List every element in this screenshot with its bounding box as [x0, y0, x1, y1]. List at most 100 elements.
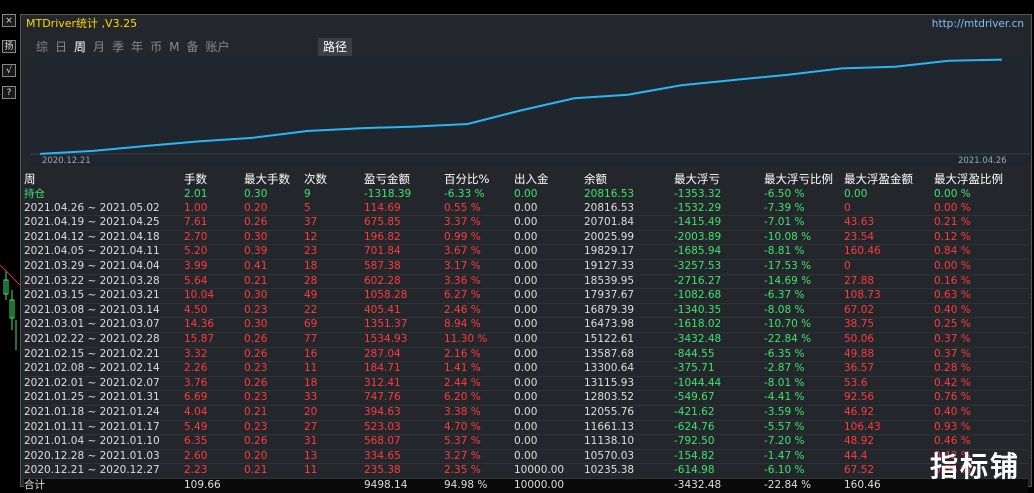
table-cell: 2020.12.28 ~ 2021.01.03 [24, 449, 184, 465]
table-cell: 2021.02.01 ~ 2021.02.07 [24, 376, 184, 392]
tab-7[interactable]: M [169, 40, 180, 54]
table-cell: 11 [304, 463, 364, 479]
table-cell: 3.36 % [444, 274, 514, 290]
table-cell: 46.92 [844, 405, 934, 421]
table-cell: 67.52 [844, 463, 934, 479]
table-cell: 18539.95 [584, 274, 674, 290]
table-cell: 19829.17 [584, 244, 674, 260]
table-cell: 0.23 [244, 420, 304, 436]
table-cell: 0.00 [514, 188, 538, 200]
table-cell: -22.84 % [764, 477, 844, 493]
table-cell: 3.37 % [444, 215, 514, 231]
table-cell: 出入金 [514, 172, 549, 187]
table-cell: 8.94 % [444, 317, 514, 333]
table-cell: -154.82 [674, 449, 764, 465]
table-cell: 1058.28 [364, 288, 444, 304]
table-cell: 1.00 [184, 201, 244, 217]
tab-0[interactable]: 综 [36, 40, 49, 54]
table-cell: 53.6 [844, 376, 934, 392]
tab-5[interactable]: 年 [131, 40, 144, 54]
table-cell: 38.75 [844, 317, 934, 333]
table-cell: 114.69 [364, 201, 444, 217]
table-cell: -8.08 % [764, 303, 844, 319]
table-cell: 11138.10 [584, 434, 674, 450]
table-cell: 2021.02.08 ~ 2021.02.14 [24, 361, 184, 377]
table-cell: 0.00 [514, 361, 584, 377]
table-cell: -3432.48 [674, 477, 764, 493]
table-cell: -2716.27 [674, 274, 764, 290]
table-cell: 23.54 [844, 230, 934, 246]
table-cell: 49 [304, 288, 364, 304]
table-row: 2021.02.22 ~ 2021.02.28 15.87 0.26 77 1534.9… [24, 332, 1028, 348]
table-row: 2020.12.21 ~ 2020.12.27 2.23 0.21 11 235.38 2… [24, 463, 1028, 479]
check-button[interactable]: √ [2, 64, 16, 77]
table-cell: 2021.01.04 ~ 2021.01.10 [24, 434, 184, 450]
table-cell: 106.43 [844, 420, 934, 436]
expand-button[interactable]: 扬 [2, 40, 16, 53]
table-cell: 周 [24, 172, 36, 187]
tab-3[interactable]: 月 [93, 40, 106, 54]
table-cell: 0.00 [514, 405, 584, 421]
watermark-logo: 指标铺 [929, 450, 1020, 483]
table-cell: -1532.29 [674, 201, 764, 217]
table-cell: 12 [304, 230, 364, 246]
table-cell: 4.70 % [444, 420, 514, 436]
table-cell: 0.26 [244, 215, 304, 231]
help-button[interactable]: ? [2, 86, 16, 99]
table-cell: 108.73 [844, 288, 934, 304]
table-cell: -7.01 % [764, 215, 844, 231]
tab-4[interactable]: 季 [112, 40, 125, 54]
table-cell: 百分比% [444, 172, 490, 187]
table-cell: 16473.98 [584, 317, 674, 333]
table-cell: 0.00 [514, 244, 584, 260]
table-cell: 67.02 [844, 303, 934, 319]
table-row: 2021.03.22 ~ 2021.03.28 5.64 0.21 28 602.28 3… [24, 274, 1028, 290]
table-cell: 7.61 [184, 215, 244, 231]
table-cell: 3.99 [184, 259, 244, 275]
table-cell: 最大浮盈比例 [934, 172, 1003, 187]
table-cell [304, 477, 364, 493]
table-cell: 0.00 % [934, 188, 971, 200]
site-link[interactable]: http://mtdriver.cn [931, 18, 1024, 30]
table-cell: 0.46 % [934, 434, 1028, 450]
table-cell: 0.00 [514, 434, 584, 450]
table-cell: 0.66 % [934, 463, 1028, 479]
table-cell: 5.49 [184, 420, 244, 436]
table-cell: 2021.04.19 ~ 2021.04.25 [24, 215, 184, 231]
table-cell: 196.82 [364, 230, 444, 246]
table-cell: 675.85 [364, 215, 444, 231]
tab-8[interactable]: 备 [186, 40, 199, 54]
table-cell: 17937.67 [584, 288, 674, 304]
tab-2[interactable]: 周 [74, 40, 87, 54]
table-cell: 0.00 [514, 449, 584, 465]
table-cell: -7.39 % [764, 201, 844, 217]
table-cell: -6.10 % [764, 463, 844, 479]
table-row: 2021.03.29 ~ 2021.04.04 3.99 0.41 18 587.38 3… [24, 259, 1028, 275]
table-cell: 94.98 % [444, 477, 514, 493]
table-cell: 5.64 [184, 274, 244, 290]
table-cell: 1351.37 [364, 317, 444, 333]
table-cell: 49.88 [844, 347, 934, 363]
tab-path[interactable]: 路径 [318, 38, 352, 56]
table-cell: 33 [304, 390, 364, 406]
table-cell: 287.04 [364, 347, 444, 363]
table-cell: 0.00 [514, 390, 584, 406]
table-cell: 10000.00 [514, 477, 584, 493]
table-cell: -8.81 % [764, 244, 844, 260]
tab-9[interactable]: 账户 [205, 40, 230, 54]
table-cell: -624.76 [674, 420, 764, 436]
table-row: 2021.04.19 ~ 2021.04.25 7.61 0.26 37 675.85 3… [24, 215, 1028, 231]
table-cell: 6.35 [184, 434, 244, 450]
tab-6[interactable]: 币 [150, 40, 163, 54]
table-cell: 2021.01.25 ~ 2021.01.31 [24, 390, 184, 406]
tab-1[interactable]: 日 [55, 40, 68, 54]
balance-series-line [39, 58, 1003, 155]
table-cell: 9498.14 [364, 477, 444, 493]
table-cell: 2021.02.22 ~ 2021.02.28 [24, 332, 184, 348]
left-toolbar: × 扬 √ ? [0, 0, 20, 489]
table-cell: -10.08 % [764, 230, 844, 246]
table-cell: 2021.04.05 ~ 2021.04.11 [24, 244, 184, 260]
table-cell: 0.23 [244, 390, 304, 406]
table-cell [244, 477, 304, 493]
close-button[interactable]: × [2, 14, 16, 27]
